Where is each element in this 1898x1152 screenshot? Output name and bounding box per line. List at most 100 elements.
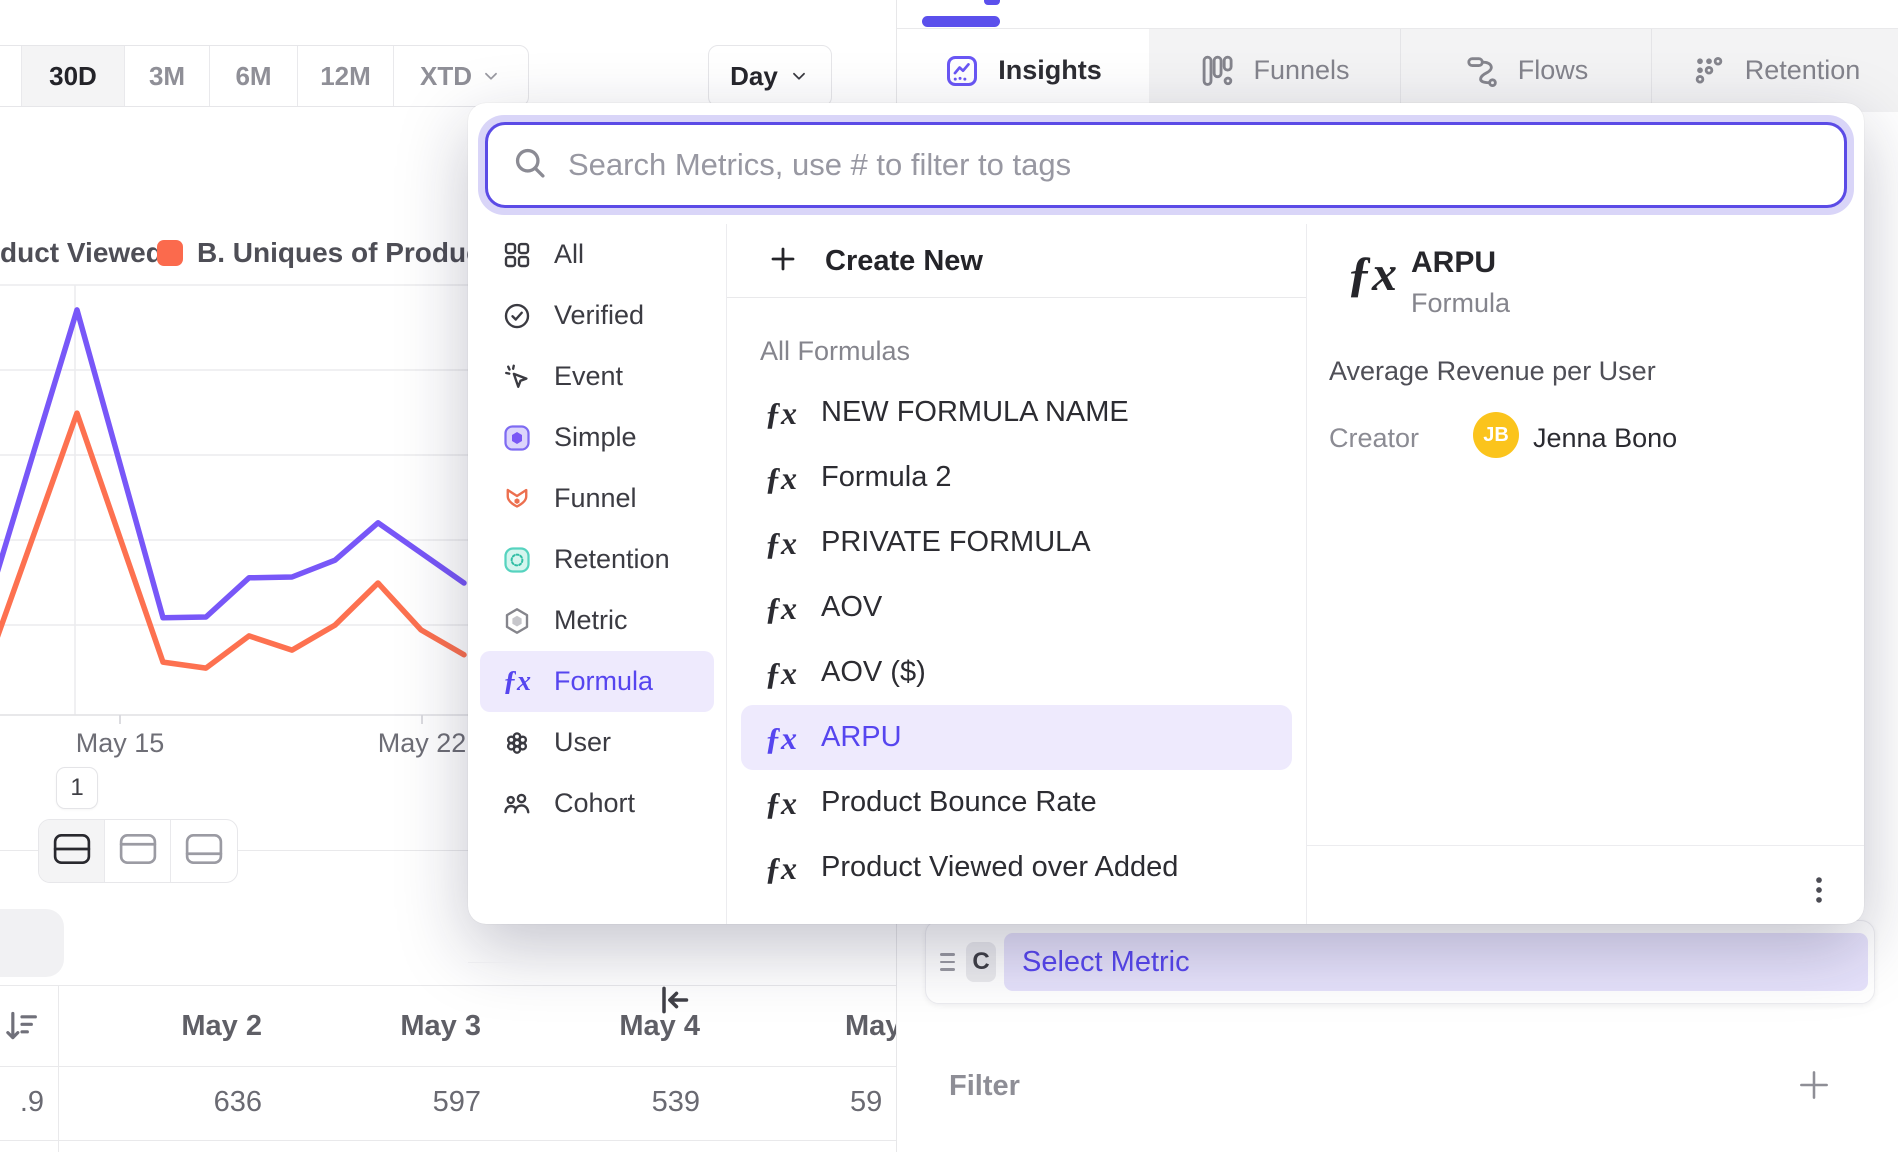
tab-label: Flows bbox=[1517, 55, 1589, 85]
sort-descending-icon[interactable] bbox=[2, 1006, 42, 1046]
sidebar-item-label: Cohort bbox=[554, 788, 636, 818]
formula-list-panel: Create New All Formulas ƒx NEW FORMULA NA… bbox=[727, 224, 1307, 924]
breakdown-panel-tab[interactable] bbox=[0, 909, 64, 977]
tab-label: Retention bbox=[1744, 55, 1861, 85]
time-range-6m[interactable]: 6M bbox=[210, 46, 298, 106]
list-item-formula[interactable]: ƒx Product Bounce Rate bbox=[741, 770, 1292, 835]
tab-funnels[interactable]: Funnels bbox=[1149, 29, 1400, 112]
x-axis-tick-label: May 22 bbox=[377, 728, 467, 758]
formula-fx-icon: ƒx bbox=[765, 654, 797, 691]
sidebar-item-funnel[interactable]: Funnel bbox=[480, 468, 714, 529]
table-row-divider bbox=[0, 1140, 896, 1141]
plus-icon bbox=[767, 243, 799, 280]
metric-hexagon-icon bbox=[502, 606, 532, 636]
legend-series-b-swatch bbox=[157, 240, 183, 266]
formula-name: Formula 2 bbox=[821, 461, 952, 493]
list-item-formula[interactable]: ƒx ARPU bbox=[741, 705, 1292, 770]
table-column-header[interactable]: May 4 bbox=[619, 1010, 700, 1042]
legend-series-a-label[interactable]: duct Viewed bbox=[0, 237, 157, 268]
sidebar-item-verified[interactable]: Verified bbox=[480, 285, 714, 346]
drag-handle-icon[interactable] bbox=[936, 953, 958, 971]
list-item-formula[interactable]: ƒx AOV bbox=[741, 575, 1292, 640]
sidebar-item-all[interactable]: All bbox=[480, 224, 714, 285]
funnels-icon bbox=[1199, 53, 1235, 89]
table-cell: 539 bbox=[651, 1086, 700, 1118]
formula-name: AOV bbox=[821, 591, 883, 623]
formula-fx-icon: ƒx bbox=[503, 665, 531, 697]
layout-top-icon bbox=[119, 833, 157, 870]
active-tab-indicator bbox=[922, 16, 1000, 27]
table-border bbox=[0, 1066, 896, 1067]
formula-name: Product Viewed over Added bbox=[821, 851, 1179, 883]
sidebar-item-formula[interactable]: ƒx Formula bbox=[480, 651, 714, 712]
table-column-header[interactable]: May 3 bbox=[400, 1010, 481, 1042]
creator-name: Jenna Bono bbox=[1533, 423, 1678, 453]
kebab-menu-icon[interactable] bbox=[1802, 870, 1836, 910]
formula-name: PRIVATE FORMULA bbox=[821, 526, 1091, 558]
sidebar-item-user[interactable]: User bbox=[480, 712, 714, 773]
collapse-sidebar-button[interactable] bbox=[654, 980, 694, 1020]
add-filter-button[interactable] bbox=[1795, 1066, 1833, 1104]
list-item-formula[interactable]: ƒx NEW FORMULA NAME bbox=[741, 380, 1292, 445]
sidebar-item-retention[interactable]: Retention bbox=[480, 529, 714, 590]
formula-fx-icon: ƒx bbox=[765, 524, 797, 561]
time-range-label: XTD bbox=[420, 60, 472, 91]
funnel-icon bbox=[502, 484, 532, 514]
sidebar-item-event[interactable]: Event bbox=[480, 346, 714, 407]
sidebar-item-label: Formula bbox=[554, 666, 654, 696]
tab-flows[interactable]: Flows bbox=[1400, 29, 1651, 112]
time-range-xtd[interactable]: XTD bbox=[394, 46, 528, 106]
layout-bottom-button[interactable] bbox=[171, 820, 237, 882]
list-item-formula[interactable]: ƒx Formula 2 bbox=[741, 445, 1292, 510]
table-border bbox=[0, 985, 896, 986]
chevron-down-icon bbox=[480, 65, 502, 87]
time-range-3m[interactable]: 3M bbox=[125, 46, 210, 106]
list-item-formula[interactable]: ƒx AOV ($) bbox=[741, 640, 1292, 705]
create-new-button[interactable]: Create New bbox=[727, 230, 983, 292]
time-range-clipped[interactable] bbox=[0, 46, 22, 106]
search-input[interactable] bbox=[568, 147, 1820, 183]
layout-top-button[interactable] bbox=[105, 820, 171, 882]
list-item-formula[interactable]: ƒx PRIVATE FORMULA bbox=[741, 510, 1292, 575]
tab-retention[interactable]: Retention bbox=[1651, 29, 1898, 112]
sidebar-item-metric[interactable]: Metric bbox=[480, 590, 714, 651]
layout-split-button[interactable] bbox=[39, 820, 105, 882]
report-type-tabs: Insights Funnels Flows Retention bbox=[897, 29, 1898, 112]
table-column-header[interactable]: May 2 bbox=[181, 1010, 262, 1042]
pagination-page-button[interactable]: 1 bbox=[56, 767, 98, 809]
formula-fx-icon: ƒx bbox=[765, 459, 797, 496]
formula-fx-icon: ƒx bbox=[765, 394, 797, 431]
retention-tab-icon bbox=[1691, 53, 1727, 89]
formula-fx-icon: ƒx bbox=[765, 784, 797, 821]
clipped-accent-element bbox=[984, 0, 1000, 5]
table-column-header[interactable]: May bbox=[845, 1010, 896, 1042]
table-cell: 636 bbox=[213, 1086, 262, 1118]
sidebar-item-simple[interactable]: Simple bbox=[480, 407, 714, 468]
formula-fx-icon: ƒx bbox=[1347, 245, 1397, 301]
time-range-label: 3M bbox=[148, 60, 186, 91]
select-metric-label: Select Metric bbox=[1022, 945, 1190, 978]
x-axis-tick-label: May 15 bbox=[75, 728, 165, 758]
time-range-12m[interactable]: 12M bbox=[298, 46, 394, 106]
verified-badge-icon bbox=[502, 301, 532, 331]
time-range-30d[interactable]: 30D bbox=[22, 46, 125, 106]
sidebar-item-label: All bbox=[554, 239, 585, 269]
clause-letter-chip[interactable]: C bbox=[966, 942, 996, 982]
list-item-formula[interactable]: ƒx Product Viewed over Added bbox=[741, 835, 1292, 900]
formula-fx-icon: ƒx bbox=[765, 719, 797, 756]
sidebar-item-cohort[interactable]: Cohort bbox=[480, 773, 714, 834]
search-field bbox=[485, 122, 1847, 208]
layout-bottom-icon bbox=[185, 833, 223, 870]
cohort-people-icon bbox=[502, 789, 532, 819]
sidebar-item-label: User bbox=[554, 727, 612, 757]
tab-insights[interactable]: Insights bbox=[897, 29, 1149, 112]
category-sidebar: All Verified Event Simple Funnel Retention Met… bbox=[468, 224, 727, 1014]
table-column-divider bbox=[58, 985, 59, 1152]
granularity-dropdown[interactable]: Day bbox=[708, 45, 832, 107]
select-metric-button[interactable]: Select Metric bbox=[1004, 933, 1868, 991]
search-focus-ring bbox=[478, 115, 1854, 215]
time-range-label: 12M bbox=[320, 60, 371, 91]
panel-top-strip bbox=[897, 0, 1898, 28]
divider bbox=[897, 28, 1898, 29]
